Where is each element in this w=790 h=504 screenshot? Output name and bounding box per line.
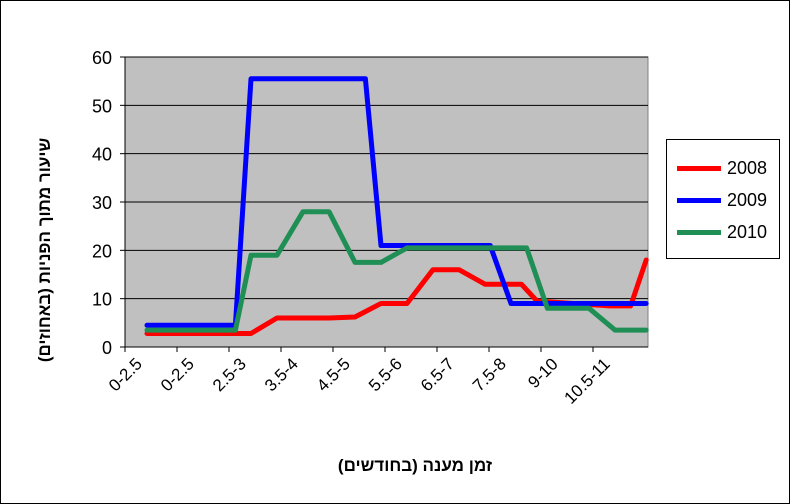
legend-item-2008: 2008 [675,158,775,178]
x-tick-label-6: 6.5-7 [417,354,458,395]
legend-swatch-2009 [677,198,721,203]
x-axis-title: זמן מענה (בחודשים) [337,456,493,475]
y-tick-label-30: 30 [92,193,112,213]
y-tick-label-60: 60 [92,48,112,68]
series-line-2009 [144,76,649,328]
legend: 2008 2009 2010 [666,139,780,259]
x-tick-label-9: 10.5-11 [561,354,614,407]
x-tick-label-5: 5.5-6 [365,354,406,395]
legend-item-2010: 2010 [675,222,775,242]
y-tick-label-40: 40 [92,145,112,165]
legend-swatch-2010 [677,230,721,235]
x-tick-label-4: 4.5-5 [313,354,354,395]
y-tick-label-10: 10 [92,290,112,310]
series-line-2010 [144,209,649,333]
legend-label-2009: 2009 [727,190,768,210]
y-tick-label-20: 20 [92,241,112,261]
y-tick-label-50: 50 [92,96,112,116]
x-tick-label-0: 0-2.5 [105,354,146,395]
legend-item-2009: 2009 [675,190,775,210]
x-tick-label-7: 7.5-8 [469,354,510,395]
x-tick-label-2: 2.5-3 [209,354,250,395]
legend-label-2008: 2008 [727,158,768,178]
x-tick-label-1: 0-2.5 [157,354,198,395]
y-axis-title: שיעור מתוך הפניות (באחוזים) [35,137,54,363]
legend-label-2010: 2010 [727,222,768,242]
legend-swatch-2008 [677,166,721,171]
y-tick-label-0: 0 [102,338,112,358]
x-tick-label-8: 9-10 [524,354,561,391]
x-tick-label-3: 3.5-4 [261,354,302,395]
